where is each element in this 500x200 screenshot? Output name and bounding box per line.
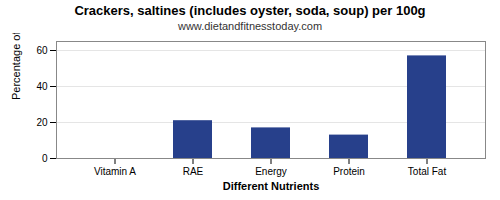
svg-text:40: 40	[36, 81, 48, 92]
svg-text:Different Nutrients: Different Nutrients	[223, 180, 320, 192]
svg-text:0: 0	[42, 153, 48, 164]
svg-text:Energy: Energy	[255, 166, 287, 177]
svg-text:Total Fat: Total Fat	[408, 166, 447, 177]
svg-text:20: 20	[36, 117, 48, 128]
svg-text:RAE: RAE	[183, 166, 204, 177]
svg-text:Protein: Protein	[333, 166, 365, 177]
svg-text:Percentage of RDH (%): Percentage of RDH (%)	[10, 33, 22, 100]
svg-text:60: 60	[36, 45, 48, 56]
svg-text:Vitamin A: Vitamin A	[94, 166, 136, 177]
html-text:www.dietandfitnesstoday.com: www.dietandfitnesstoday.com	[178, 20, 322, 32]
html-text:Crackers, saltines (includes o: Crackers, saltines (includes oyster, sod…	[74, 3, 426, 18]
